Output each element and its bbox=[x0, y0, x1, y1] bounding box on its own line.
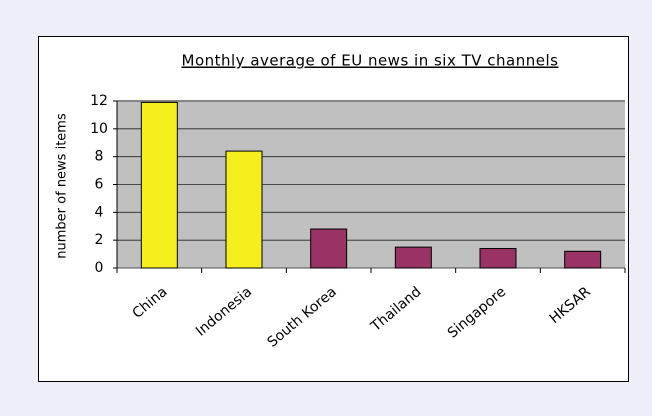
bar bbox=[225, 150, 263, 269]
y-tick-label: 0 bbox=[95, 260, 104, 276]
plot-area bbox=[117, 100, 625, 268]
y-tick-label: 12 bbox=[90, 93, 108, 109]
y-tick-label: 2 bbox=[95, 232, 104, 248]
chart-title: Monthly average of EU news in six TV cha… bbox=[182, 52, 559, 70]
y-tick-label: 8 bbox=[95, 149, 104, 165]
y-tick-label: 10 bbox=[90, 121, 108, 137]
bar bbox=[479, 248, 517, 269]
bar bbox=[140, 101, 178, 269]
bar bbox=[394, 246, 432, 269]
bar bbox=[564, 250, 602, 269]
y-axis-label: number of news items bbox=[55, 113, 70, 259]
bar bbox=[310, 228, 348, 269]
y-tick-label: 6 bbox=[95, 177, 104, 193]
y-tick-label: 4 bbox=[95, 204, 104, 220]
